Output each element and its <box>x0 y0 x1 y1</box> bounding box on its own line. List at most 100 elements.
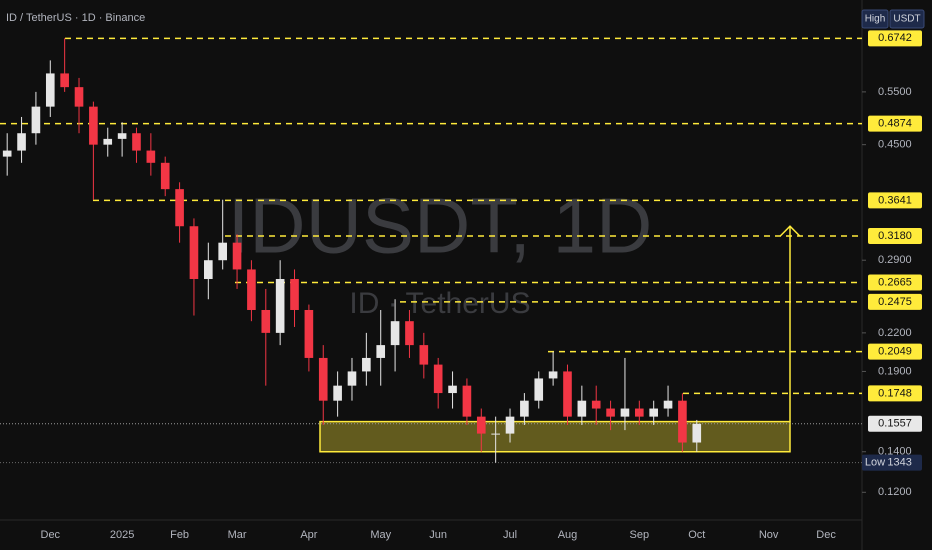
watermark-subtitle: ID · TetherUS <box>349 287 530 320</box>
level-label-box <box>868 343 922 360</box>
x-tick-label: Mar <box>228 529 247 541</box>
level-label-box <box>868 293 922 310</box>
x-tick-label: Apr <box>300 529 317 541</box>
candle-body <box>247 269 256 310</box>
y-tick-label: 0.1200 <box>878 486 912 498</box>
level-label: 0.6742 <box>878 32 912 44</box>
y-tick-label: 0.4500 <box>878 139 912 151</box>
toolbar-button-label[interactable]: USDT <box>893 14 920 25</box>
x-tick-label: Feb <box>170 529 189 541</box>
candle-body <box>117 133 127 139</box>
candle-body <box>591 400 601 409</box>
y-tick-label: 0.1400 <box>878 446 912 458</box>
candle-body <box>692 423 702 443</box>
candle-body <box>405 321 414 346</box>
candle-body <box>606 408 615 417</box>
candle-body <box>534 378 544 401</box>
candle-body <box>678 400 687 443</box>
x-tick-label: Oct <box>688 529 705 541</box>
candle-body <box>232 242 242 270</box>
candle-body <box>462 385 472 417</box>
candle-body <box>362 357 371 372</box>
current-price-label: 0.1557 <box>878 418 912 430</box>
candle-body <box>261 309 271 333</box>
x-tick-label: 2025 <box>110 529 134 541</box>
x-tick-label: Dec <box>41 529 61 541</box>
candle-body <box>275 279 285 333</box>
x-tick-label: Jul <box>503 529 517 541</box>
level-label-box <box>868 192 922 209</box>
candle-body <box>31 106 41 134</box>
level-label: 0.3180 <box>878 230 912 242</box>
support-zone <box>319 420 791 453</box>
level-label-box <box>868 115 922 132</box>
candle-body <box>649 408 658 417</box>
candle-body <box>347 371 357 386</box>
candle-body <box>103 138 113 145</box>
x-tick-label: Aug <box>558 529 578 541</box>
candle-body <box>2 150 12 157</box>
toolbar-button[interactable] <box>861 9 889 29</box>
candle-body <box>448 385 457 394</box>
candle-body <box>204 260 213 280</box>
level-label-box <box>868 30 922 47</box>
candle-body <box>491 433 500 435</box>
x-tick-label: Jun <box>429 529 447 541</box>
candle-body <box>290 279 299 310</box>
x-tick-label: Nov <box>759 529 779 541</box>
y-tick-label: 0.1900 <box>878 365 912 377</box>
level-label: 0.3641 <box>878 194 912 206</box>
candle-body <box>620 408 630 417</box>
level-label: 0.4874 <box>878 118 912 130</box>
candle-body <box>333 385 342 401</box>
candle-body <box>577 400 587 417</box>
candle-body <box>132 133 141 151</box>
candle-body <box>505 416 515 434</box>
candle-body <box>476 416 486 434</box>
candle-body <box>563 371 572 417</box>
toolbar-button[interactable] <box>889 9 925 29</box>
level-label: 0.2475 <box>878 296 912 308</box>
candle-body <box>663 400 673 409</box>
toolbar-button-label[interactable]: High <box>865 14 886 25</box>
candle-body <box>60 73 69 88</box>
candle-body <box>548 371 558 379</box>
level-label-box <box>868 227 922 244</box>
low-badge <box>862 454 888 471</box>
x-tick-label: Sep <box>630 529 650 541</box>
x-tick-label: Dec <box>816 529 836 541</box>
candle-body <box>160 162 170 190</box>
level-label-box <box>868 274 922 291</box>
y-tick-label: 0.2900 <box>878 254 912 266</box>
candle-body <box>146 150 156 163</box>
candle-body <box>175 189 184 227</box>
candle-body <box>376 345 386 358</box>
candle-body <box>318 357 328 401</box>
watermark: IDUSDT, 1D <box>228 182 653 270</box>
chart-title: ID / TetherUS · 1D · Binance <box>6 12 145 24</box>
current-price-label-box <box>868 415 922 432</box>
candle-body <box>390 321 400 346</box>
low-badge-label: Low <box>865 457 885 469</box>
level-label: 0.2049 <box>878 345 912 357</box>
level-label: 0.1748 <box>878 387 912 399</box>
candle-body <box>189 226 199 280</box>
candle-body <box>218 242 227 261</box>
candle-body <box>520 400 529 417</box>
candle-body <box>74 87 84 107</box>
level-label: 0.2665 <box>878 276 912 288</box>
candle-body <box>17 133 26 151</box>
candle-body <box>635 408 644 417</box>
candle-body <box>433 364 443 394</box>
candle-body <box>45 73 55 107</box>
x-tick-label: May <box>370 529 391 541</box>
candle-body <box>89 106 98 145</box>
candle-body <box>419 345 429 365</box>
plot: 0.1200 0.1400 0.1900 0.2200 0.2900 0.4500 0.55… <box>0 9 925 541</box>
level-label-box <box>868 385 922 402</box>
y-tick-label: 0.5500 <box>878 86 912 98</box>
y-tick-label: 0.2200 <box>878 327 912 339</box>
arrow-head <box>779 225 801 237</box>
